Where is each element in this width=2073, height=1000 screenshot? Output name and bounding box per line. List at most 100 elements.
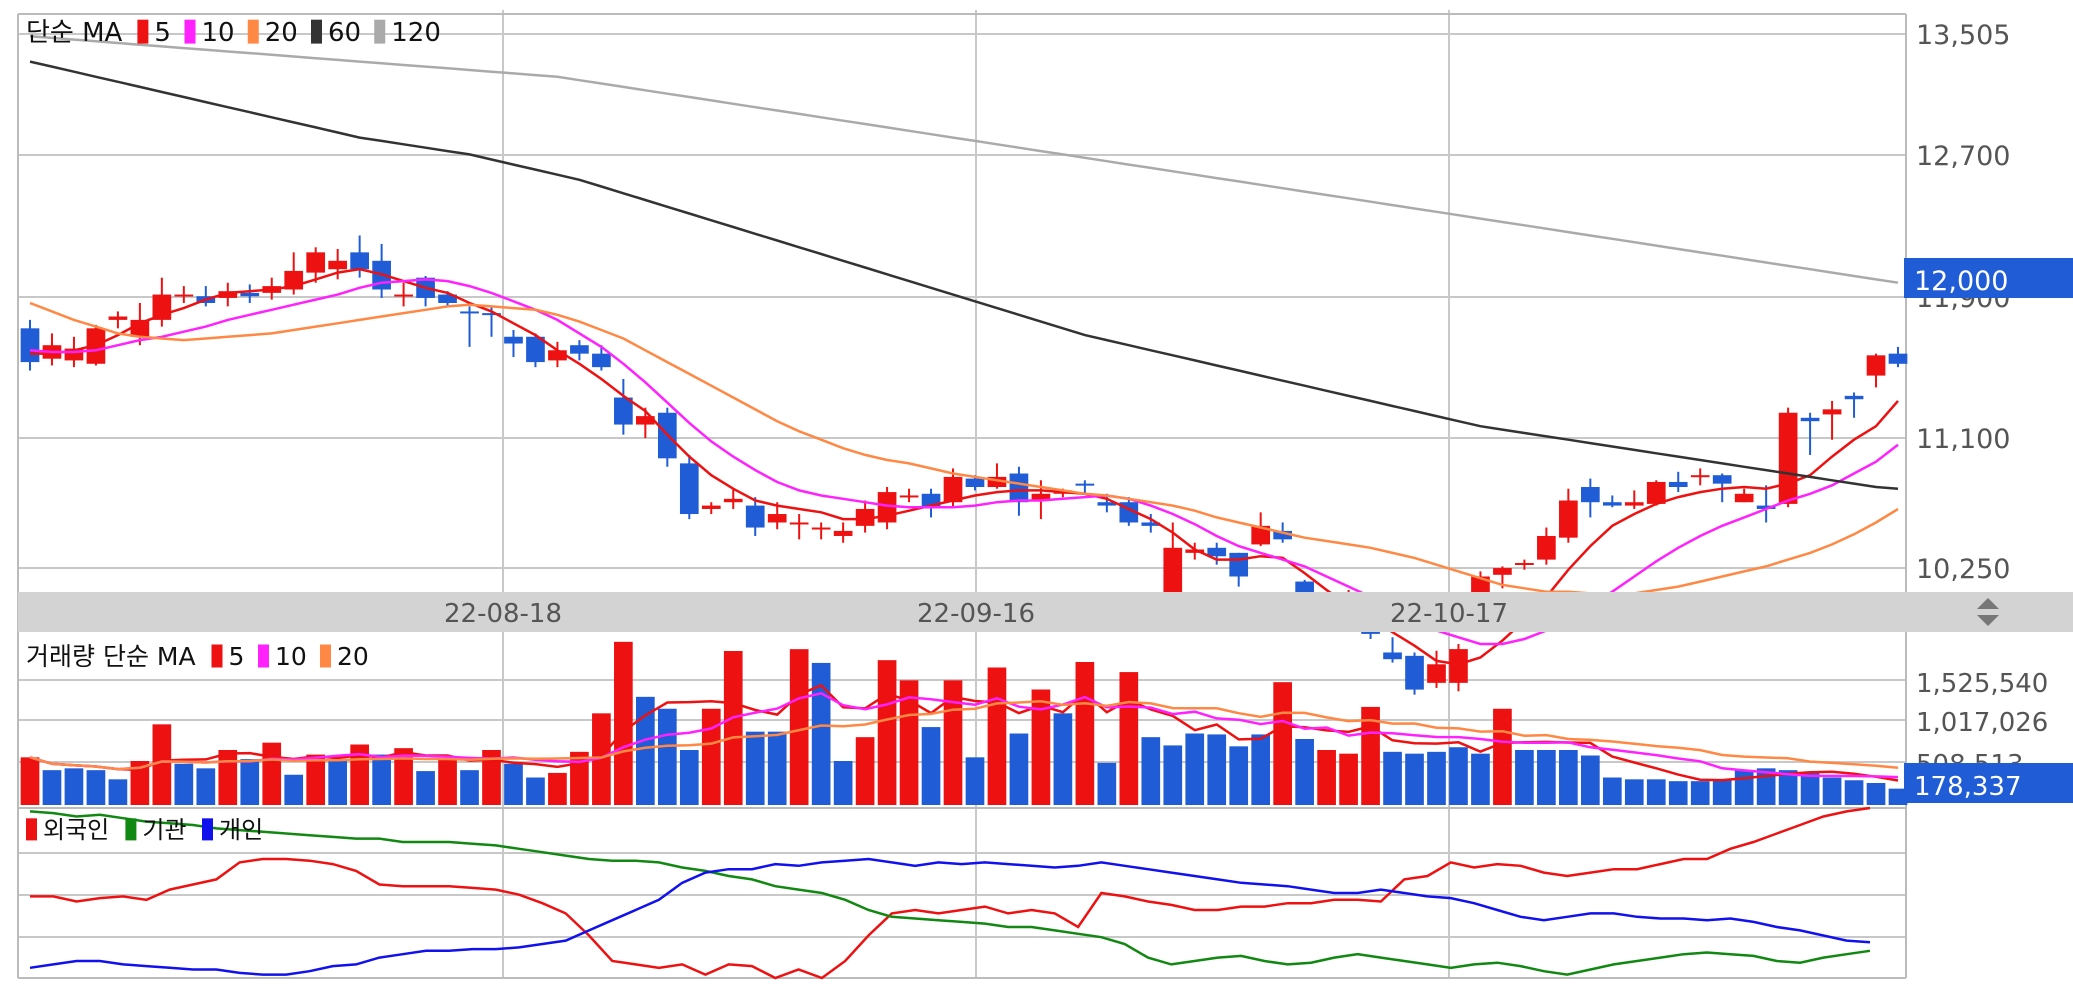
investor-legend: 외국인 기관 개인 xyxy=(26,816,263,844)
current-volume-badge-bg xyxy=(1904,763,2073,803)
volume-bar xyxy=(614,641,633,805)
volume-bar xyxy=(1690,781,1710,805)
volume-bar xyxy=(921,727,941,805)
chevron-up-icon[interactable] xyxy=(1977,598,1999,609)
candle-body xyxy=(614,397,633,425)
candle-body xyxy=(811,527,831,530)
candle-body xyxy=(592,353,611,368)
current-price-badge: 12,000 xyxy=(1904,258,2073,298)
candle-body xyxy=(548,350,567,361)
candle-body xyxy=(1031,493,1051,501)
candle-body xyxy=(1427,664,1446,683)
volume-bar xyxy=(1778,770,1798,805)
ma-line-120 xyxy=(29,35,1899,284)
volume-bar xyxy=(1405,753,1424,805)
volume-bar xyxy=(1800,772,1820,805)
volume-bar xyxy=(1273,682,1292,805)
volume-bar xyxy=(328,759,348,805)
volume-bar xyxy=(240,759,260,805)
volume-bar xyxy=(1559,750,1578,805)
candle-body xyxy=(1537,535,1556,560)
volume-bar xyxy=(1383,751,1402,805)
date-tick-label: 22-08-18 xyxy=(444,599,562,629)
volume-bar xyxy=(965,757,985,805)
legend-label: 5 xyxy=(229,642,245,671)
candle-body xyxy=(1273,530,1292,540)
candle-body xyxy=(240,292,260,297)
volume-ma-lines xyxy=(29,683,1899,782)
candle-body xyxy=(1383,652,1402,660)
volume-bar xyxy=(1580,755,1600,805)
legend-title: 거래량 단순 MA xyxy=(26,642,196,671)
current-price-badge-bg xyxy=(1904,258,2073,298)
legend-label: 외국인 xyxy=(43,816,109,844)
candle-body xyxy=(833,530,853,536)
candle-body xyxy=(1207,547,1227,557)
volume-bar xyxy=(108,779,128,805)
volume-bar xyxy=(1646,779,1666,805)
candle-body xyxy=(723,498,743,503)
volume-bar xyxy=(218,750,238,805)
candle-body xyxy=(1009,473,1029,503)
panel-resize-handle[interactable] xyxy=(1977,598,1999,626)
volume-bar xyxy=(789,649,809,805)
candle-body xyxy=(1229,552,1249,577)
volume-bar xyxy=(636,696,655,805)
legend-swatch xyxy=(184,19,196,44)
volume-ma-line-5 xyxy=(29,683,1899,782)
legend-swatch xyxy=(125,818,137,841)
volume-bar xyxy=(1031,689,1051,805)
volume-bar xyxy=(416,771,435,805)
candle-body xyxy=(504,336,523,344)
chevron-down-icon[interactable] xyxy=(1977,615,1999,626)
candle-body xyxy=(1251,525,1271,545)
volume-bar xyxy=(701,708,721,805)
candle-body xyxy=(306,252,326,273)
volume-bar xyxy=(592,713,611,805)
investor-line xyxy=(30,806,1871,980)
volume-bar xyxy=(130,761,150,805)
volume-bar xyxy=(86,770,106,805)
volume-bar xyxy=(526,777,545,805)
legend-label: 기관 xyxy=(142,816,186,844)
legend-swatch xyxy=(137,19,149,44)
volume-ma-line-10 xyxy=(29,691,1899,779)
volume-bar xyxy=(1339,753,1358,805)
volume-bar xyxy=(657,708,677,805)
volume-bar xyxy=(1668,781,1688,805)
candle-body xyxy=(965,478,985,488)
legend-label: 개인 xyxy=(219,816,263,844)
candle-body xyxy=(943,476,963,503)
candle-body xyxy=(482,313,501,316)
candle-body xyxy=(1734,493,1754,503)
volume-bar xyxy=(877,660,897,805)
ma-line-5 xyxy=(30,267,1899,666)
date-tick-label: 22-09-16 xyxy=(917,599,1035,629)
volume-bar xyxy=(482,750,501,805)
legend-label: 10 xyxy=(275,642,307,671)
volume-bar xyxy=(372,754,391,805)
volume-bar xyxy=(394,748,413,805)
candle-body xyxy=(987,476,1007,488)
volume-bar xyxy=(20,757,40,805)
candle-body xyxy=(1712,475,1732,484)
volume-bar xyxy=(855,737,875,805)
candle-body xyxy=(679,463,699,515)
current-volume-badge: 178,337 xyxy=(1904,763,2073,803)
candle-body xyxy=(1163,547,1183,597)
price-ma-legend: 단순 MA 5 10 20 60 120 xyxy=(26,18,441,48)
candle-body xyxy=(1756,505,1776,509)
volume-bar xyxy=(284,774,304,805)
volume-bar xyxy=(1207,734,1227,805)
candle-body xyxy=(1866,355,1886,376)
candle-body xyxy=(1097,502,1117,506)
volume-bar xyxy=(1822,777,1842,805)
legend-label: 5 xyxy=(154,18,171,48)
price-tick-label: 11,100 xyxy=(1916,424,2010,455)
volume-bar xyxy=(745,731,765,805)
candle-body xyxy=(767,514,787,523)
volume-bar xyxy=(1515,750,1534,805)
volume-bar xyxy=(723,651,743,805)
volume-bar xyxy=(1888,788,1908,805)
candle-body xyxy=(394,294,413,297)
